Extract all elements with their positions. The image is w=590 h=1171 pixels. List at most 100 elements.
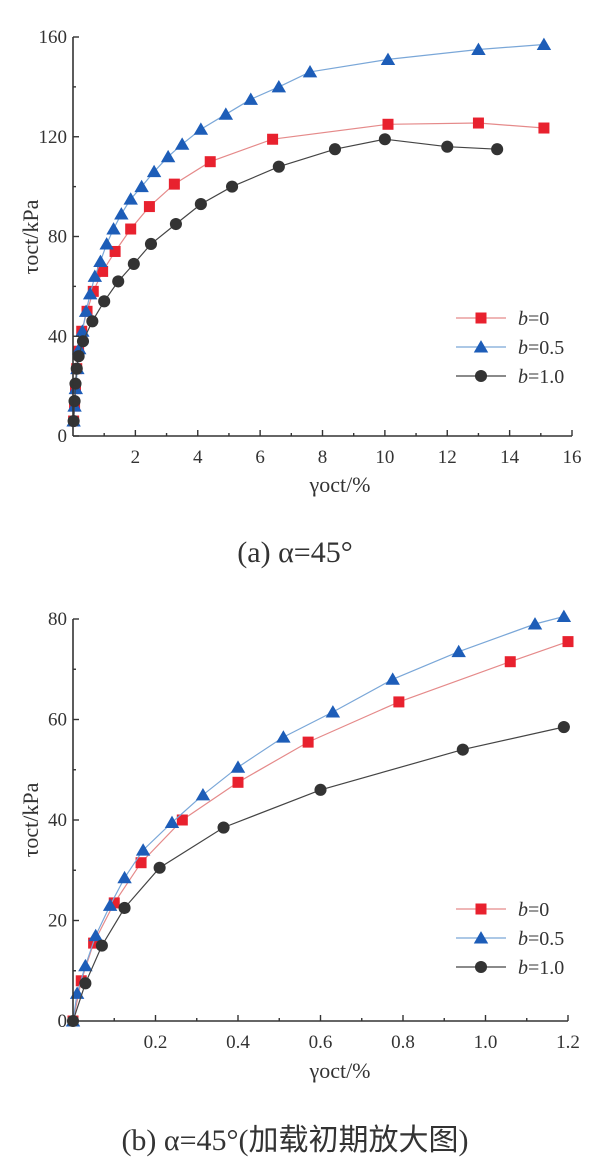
legend: b=0 b=0.5 b=1.0 [456,308,564,388]
data-point [112,275,125,288]
data-point [169,217,182,231]
x-tick-label: 4 [193,447,203,468]
legend-marker [475,903,487,915]
data-point [143,201,155,213]
data-point [504,656,516,668]
data-point [556,609,572,622]
data-point [451,644,466,658]
data-point [108,897,120,909]
data-point [174,137,190,150]
data-point [72,350,85,363]
data-point [168,178,180,190]
data-point [123,192,138,205]
data-point [272,160,285,173]
data-point [193,122,209,135]
legend-marker [475,312,487,324]
data-point [114,207,129,220]
data-point [204,156,216,168]
legend-label: b=0.5 [518,337,564,359]
data-point [93,254,108,267]
legend-label: b=0.5 [518,928,564,950]
y-tick-label: 80 [48,609,67,630]
data-point [134,179,149,193]
data-point [87,269,103,282]
data-point [380,52,396,65]
legend-label: b=0 [518,899,549,921]
data-point [78,304,94,317]
y-tick-label: 20 [48,911,67,932]
chart-panel-b: 0 20 40 60 80 0.2 0.4 0.6 0.8 1.0 1.2 γoct/% τoct/… [18,609,580,1157]
data-point [144,237,158,251]
data-point [135,857,147,869]
y-tick-label: 60 [48,710,67,731]
data-point [87,285,99,297]
x-tick-label: 10 [375,447,394,468]
x-tick-label: 14 [500,447,520,468]
data-point [536,37,552,50]
series-line-b-0-5 [72,615,565,1022]
data-point [127,257,140,270]
data-point [117,870,132,884]
data-point [325,705,341,718]
data-point [79,977,92,990]
x-tick-label: 1.0 [474,1032,498,1053]
data-point [218,107,234,120]
data-point [302,736,314,748]
data-point [232,776,244,788]
data-point [271,80,287,93]
legend-marker [474,960,488,974]
y-tick-label: 40 [48,810,67,831]
panel-caption: (a) α=45° [237,536,352,569]
panel-caption: (b) α=45°(加载初期放大图) [121,1124,468,1157]
y-tick-label: 0 [58,426,68,447]
legend-marker [473,340,489,353]
legend-marker [474,369,488,383]
data-point [146,164,162,178]
data-point [243,92,258,105]
x-axis-title: γoct/% [308,1058,370,1083]
data-point [314,783,327,796]
y-axis-title: τoct/kPa [18,782,43,857]
data-point [276,730,291,743]
x-tick-label: 6 [255,447,265,468]
y-axis-title: τoct/kPa [18,199,43,274]
legend-label: b=1.0 [518,957,564,979]
data-point [125,223,137,235]
data-point [160,149,176,163]
y-tick-label: 120 [39,127,68,148]
y-tick-label: 160 [39,27,68,48]
data-point [385,672,400,685]
data-point [267,133,279,145]
data-point [98,295,111,308]
data-point [97,265,109,277]
data-point [441,140,454,153]
legend: b=0 b=0.5 b=1.0 [456,899,564,979]
data-point [538,122,550,134]
x-tick-label: 0.6 [309,1032,333,1053]
data-point [164,815,180,829]
x-tick-label: 8 [318,447,328,468]
x-tick-label: 16 [563,447,582,468]
data-point [102,898,118,911]
y-tick-label: 40 [48,326,67,347]
data-point [302,65,318,78]
data-point [217,821,230,834]
data-point [76,335,90,348]
data-point [88,928,103,942]
legend-marker [473,931,489,944]
data-point [472,117,484,129]
series-line-b-1-0 [72,726,565,1022]
data-point [194,198,207,211]
data-point [95,939,108,952]
x-axis-title: γoct/% [308,472,370,497]
data-point [557,720,570,734]
y-tick-label: 0 [58,1011,68,1032]
legend-label: b=0 [518,308,549,330]
data-point [176,814,188,826]
data-point [562,636,574,648]
x-tick-label: 12 [438,447,457,468]
data-point [135,843,151,856]
x-tick-label: 2 [131,447,141,468]
